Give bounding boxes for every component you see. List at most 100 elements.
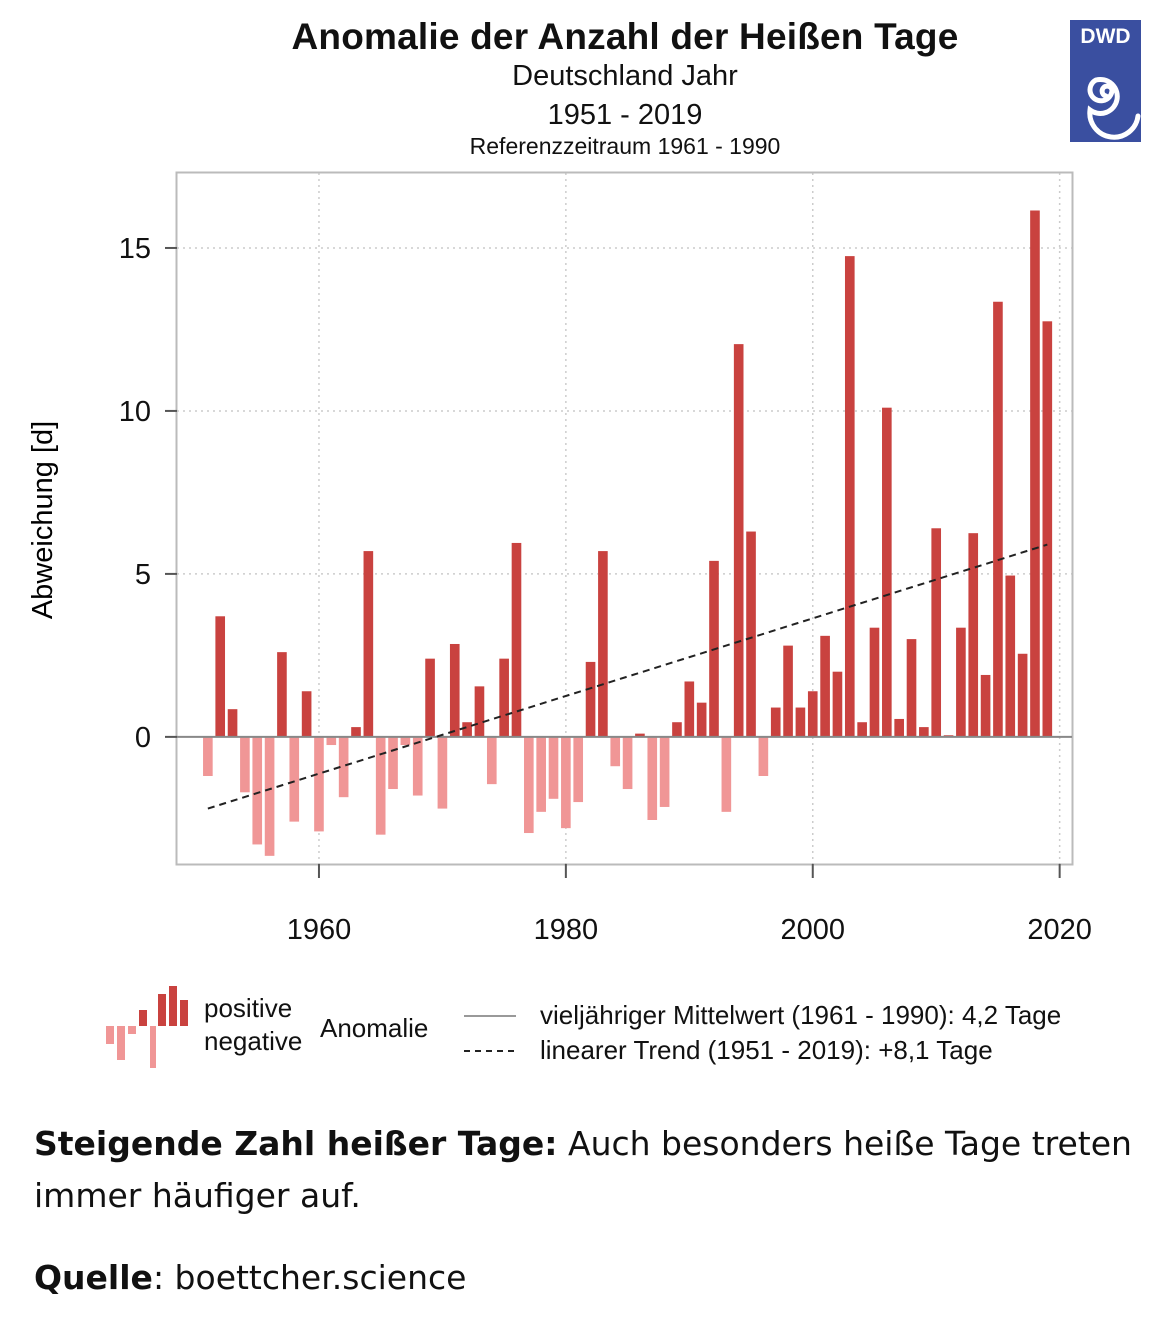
bar-2019 [1042,321,1053,737]
bar-2007 [894,718,904,737]
bar-1988 [659,736,670,807]
source-label: Quelle [34,1258,153,1297]
plot-frame [175,171,1074,866]
source-line: Quelle: boettcher.science [34,1258,466,1297]
bar-1991 [696,702,707,737]
bar-1967 [400,736,411,746]
bar-2009 [919,727,929,737]
bar-1976 [511,542,522,737]
legend-neg-bar [106,1026,114,1044]
legend-neg-bar [128,1026,136,1034]
y-tick-label: 15 [119,233,151,265]
bar-1973 [474,686,485,737]
x-tick-label: 2020 [1027,914,1092,946]
bar-1983 [598,551,608,737]
bar-2012 [956,627,966,737]
bar-2015 [993,301,1003,737]
bar-1964 [363,551,374,737]
bar-1982 [585,661,596,737]
legend-mean: vieljähriger Mittelwert (1961 - 1990): 4… [540,1000,1062,1030]
bar-1977 [524,736,534,834]
bar-2006 [882,407,892,737]
source-separator: : [152,1258,165,1297]
legend-neg-bar [150,1026,156,1068]
legend-pos-bar [139,1010,147,1026]
x-tick-label: 2000 [781,914,846,946]
bar-1993 [721,736,732,812]
y-tick-label: 5 [135,559,151,591]
bar-2017 [1017,653,1028,737]
caption-heading: Steigende Zahl heißer Tage: [34,1124,558,1163]
bar-1974 [486,736,497,785]
y-axis-label: Abweichung [d] [27,421,59,619]
bars [203,210,1053,856]
bar-1952 [215,616,226,737]
bar-1998 [783,645,793,737]
bar-1971 [449,643,460,737]
caption: Steigende Zahl heißer Tage: Auch besonde… [34,1118,1134,1222]
bar-1978 [536,736,546,812]
y-tick-label: 0 [135,722,151,754]
bar-2010 [931,528,942,737]
y-axis: 0 5 10 15 [119,233,177,754]
bar-1959 [301,691,312,737]
bar-1961 [326,736,337,746]
bar-1985 [622,736,633,790]
dwd-logo: DWD [1070,20,1141,142]
bar-1999 [795,707,806,737]
bar-1997 [770,707,781,737]
bar-1951 [203,736,213,776]
y-tick-label: 10 [119,396,151,428]
legend-pos-bar [169,986,177,1026]
legend-positive: positive [204,993,293,1023]
bar-1954 [240,736,250,793]
chart-reference-period: Referenzzeitraum 1961 - 1990 [469,133,781,159]
bar-1972 [462,722,472,737]
bar-2013 [968,533,979,737]
x-tick-label: 1960 [287,914,352,946]
legend-line-icons [464,1015,516,1052]
bar-1955 [252,736,263,845]
bar-1969 [425,658,435,737]
legend-neg-bar [117,1026,125,1060]
legend-negative: negative [204,1026,303,1056]
bar-1958 [289,736,300,822]
bar-1996 [758,736,769,776]
caption-text: Auch besonders heiße Tage treten immer h… [34,1124,1132,1215]
bar-1953 [227,709,238,737]
legend-anomaly: Anomalie [320,1013,429,1043]
bar-1979 [548,736,559,799]
anomaly-legend-icon [106,986,188,1068]
chart-period: 1951 - 2019 [547,99,703,131]
bar-1975 [499,658,509,737]
bar-1970 [437,736,448,809]
source-value: boettcher.science [164,1258,467,1297]
bar-1987 [647,736,658,820]
bar-1965 [375,736,386,835]
chart-title: Anomalie der Anzahl der Heißen Tage [291,16,959,57]
bar-1980 [561,736,571,829]
bar-1994 [733,344,744,737]
bar-2000 [807,691,818,737]
bar-2018 [1030,210,1040,737]
trend-line [207,543,1048,810]
legend-pos-bar [180,1000,188,1026]
bar-1986 [635,733,645,737]
x-tick-label: 1980 [534,914,599,946]
bar-1957 [277,652,287,737]
bar-2003 [844,256,855,737]
bar-2008 [906,639,917,737]
bar-2005 [869,627,880,737]
bar-1984 [610,736,621,767]
bar-1968 [412,736,423,796]
bar-1962 [338,736,349,798]
bar-2016 [1005,575,1016,737]
spiral-icon [1087,76,1141,140]
bar-chart: 0 5 10 15 1960 1980 2000 2020 Abweichung [d] [27,171,1092,946]
bar-1990 [684,681,695,737]
bar-1995 [746,531,756,737]
bar-2004 [857,722,867,737]
bar-1960 [314,736,324,832]
chart-subtitle: Deutschland Jahr [512,60,738,92]
bar-1981 [573,736,584,803]
